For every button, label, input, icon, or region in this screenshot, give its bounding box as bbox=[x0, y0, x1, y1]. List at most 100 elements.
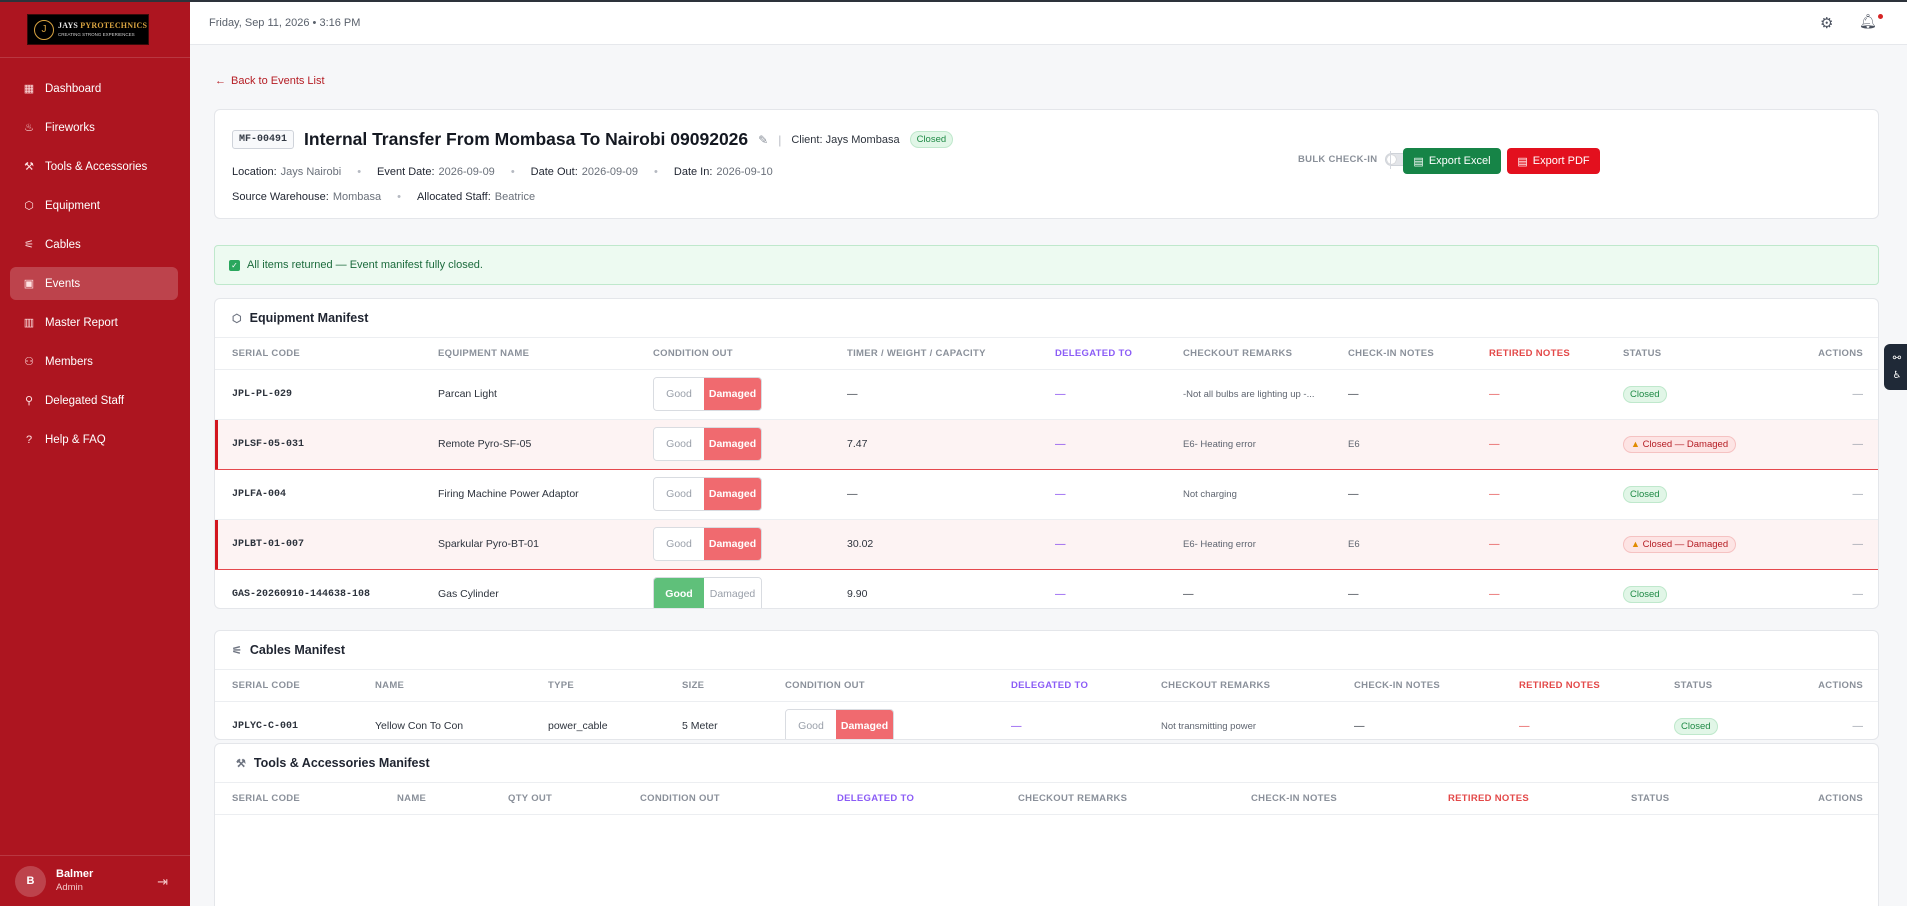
client-label: Client: bbox=[791, 133, 823, 146]
sidebar-item-equipment[interactable]: ⬡ Equipment bbox=[10, 189, 178, 222]
equipment-name: Parcan Light bbox=[421, 369, 636, 420]
top-header: Friday, Sep 11, 2026 • 3:16 PM ⚙ 🔔︎ bbox=[190, 2, 1907, 45]
condition-damaged-option[interactable]: Damaged bbox=[704, 478, 761, 510]
status-text: Closed — Damaged bbox=[1642, 539, 1729, 550]
pencil-icon[interactable]: ✎ bbox=[758, 132, 769, 147]
sidebar: J JAYS PYROTECHNICS CREATING STRONG EXPE… bbox=[0, 0, 190, 906]
date-in-label: Date In: bbox=[673, 166, 713, 178]
col-type: TYPE bbox=[531, 670, 665, 702]
timer-value: — bbox=[830, 469, 1038, 520]
logo-brand-accent: PYROTECHNICS bbox=[80, 20, 148, 30]
condition-damaged-option[interactable]: Damaged bbox=[704, 428, 761, 460]
col-checkin: CHECK-IN NOTES bbox=[1337, 670, 1502, 702]
back-link-label: Back to Events List bbox=[231, 75, 325, 87]
tools-header-row: SERIAL CODE NAME QTY OUT CONDITION OUT D… bbox=[215, 783, 1878, 815]
event-title: Internal Transfer From Mombasa To Nairob… bbox=[304, 129, 749, 149]
checkin-notes: — bbox=[1331, 469, 1472, 520]
back-link[interactable]: ← Back to Events List bbox=[215, 75, 325, 87]
status-badge: Closed bbox=[1623, 486, 1667, 503]
col-status: STATUS bbox=[1606, 338, 1776, 370]
sidebar-item-members[interactable]: ⚇ Members bbox=[10, 345, 178, 378]
export-excel-label: Export Excel bbox=[1428, 155, 1491, 167]
delegated-value: — bbox=[1038, 469, 1166, 520]
sidebar-item-tools[interactable]: ⚒ Tools & Accessories bbox=[10, 150, 178, 183]
gear-icon[interactable]: ⚙ bbox=[1820, 15, 1834, 32]
file-icon: ▤ bbox=[1413, 155, 1424, 168]
export-pdf-button[interactable]: ▤ Export PDF bbox=[1507, 148, 1600, 174]
cables-manifest-title: Cables Manifest bbox=[249, 643, 346, 657]
chart-icon: ▥ bbox=[23, 317, 35, 329]
condition-cell: Good Damaged bbox=[636, 419, 830, 470]
col-retired: RETIRED NOTES bbox=[1431, 783, 1614, 815]
condition-good-option[interactable]: Good bbox=[654, 528, 704, 560]
cable-name: Yellow Con To Con bbox=[358, 701, 531, 739]
condition-cell: Good Damaged bbox=[636, 519, 830, 570]
date-in-value: 2026-09-10 bbox=[716, 166, 773, 178]
sidebar-item-fireworks[interactable]: ♨ Fireworks bbox=[10, 111, 178, 144]
status-text: Closed — Damaged bbox=[1642, 439, 1729, 450]
condition-damaged-option[interactable]: Damaged bbox=[704, 528, 761, 560]
sidebar-item-dashboard[interactable]: ▦ Dashboard bbox=[10, 72, 178, 105]
logout-icon[interactable]: ⇥ bbox=[157, 874, 168, 889]
export-excel-button[interactable]: ▤ Export Excel bbox=[1403, 148, 1501, 174]
accessibility-tab[interactable]: ⚯ ♿︎ bbox=[1884, 344, 1907, 390]
export-pdf-label: Export PDF bbox=[1532, 155, 1590, 167]
sidebar-item-master-report[interactable]: ▥ Master Report bbox=[10, 306, 178, 339]
warning-icon: ▲ bbox=[1631, 539, 1640, 549]
condition-damaged-option[interactable]: Damaged bbox=[704, 378, 761, 410]
sidebar-item-label: Members bbox=[45, 355, 93, 368]
staff-value: Beatrice bbox=[494, 191, 536, 203]
retired-notes: — bbox=[1502, 701, 1657, 739]
retired-notes: — bbox=[1472, 369, 1606, 420]
sidebar-item-delegated-staff[interactable]: ⚲ Delegated Staff bbox=[10, 384, 178, 417]
sidebar-divider bbox=[0, 57, 190, 58]
condition-good-option[interactable]: Good bbox=[654, 378, 704, 410]
checkin-notes: E6 bbox=[1331, 519, 1472, 570]
sidebar-item-events[interactable]: ▣ Events bbox=[10, 267, 178, 300]
condition-damaged-option[interactable]: Damaged bbox=[836, 710, 893, 739]
col-remarks: CHECKOUT REMARKS bbox=[1166, 338, 1331, 370]
col-status: STATUS bbox=[1614, 783, 1797, 815]
event-date-label: Event Date: bbox=[377, 166, 435, 178]
col-delegated: DELEGATED TO bbox=[1038, 338, 1166, 370]
col-name: NAME bbox=[380, 783, 491, 815]
condition-good-option[interactable]: Good bbox=[654, 578, 704, 608]
alert-text: All items returned — Event manifest full… bbox=[247, 259, 483, 271]
window-top-border bbox=[0, 0, 1907, 2]
brand-logo[interactable]: J JAYS PYROTECHNICS CREATING STRONG EXPE… bbox=[27, 14, 149, 45]
avatar[interactable]: B bbox=[15, 865, 46, 897]
condition-good-option[interactable]: Good bbox=[654, 478, 704, 510]
calendar-icon: ▣ bbox=[23, 278, 35, 290]
condition-cell: Good Damaged bbox=[636, 369, 830, 420]
condition-damaged-option[interactable]: Damaged bbox=[704, 578, 761, 608]
wrench-icon: ⚒ bbox=[236, 757, 246, 770]
box-icon: ⬡ bbox=[232, 312, 242, 325]
sidebar-item-label: Fireworks bbox=[45, 121, 95, 134]
event-meta-row-2: Source Warehouse: Mombasa • Allocated Sta… bbox=[232, 191, 536, 203]
staff-label: Allocated Staff: bbox=[416, 191, 491, 203]
bell-icon[interactable]: 🔔︎ bbox=[1859, 13, 1877, 29]
col-serial: SERIAL CODE bbox=[215, 338, 421, 370]
sidebar-item-help[interactable]: ? Help & FAQ bbox=[10, 423, 178, 456]
status-cell: Closed bbox=[1606, 569, 1776, 608]
grid-icon: ▦ bbox=[23, 83, 35, 95]
settings-sliders-icon: ⚯ bbox=[1892, 353, 1902, 364]
sidebar-nav: ▦ Dashboard ♨ Fireworks ⚒ Tools & Accessori… bbox=[10, 72, 178, 462]
check-icon: ✓ bbox=[229, 259, 240, 271]
condition-good-option[interactable]: Good bbox=[786, 710, 836, 739]
col-equipment-name: EQUIPMENT NAME bbox=[421, 338, 636, 370]
actions-cell: — bbox=[1776, 369, 1878, 420]
timer-value: 7.47 bbox=[830, 419, 1038, 470]
delegated-value: — bbox=[1038, 419, 1166, 470]
col-delegated: DELEGATED TO bbox=[820, 783, 1001, 815]
cable-icon: ⚟ bbox=[24, 239, 34, 251]
user-name: Balmer bbox=[56, 868, 94, 880]
condition-toggle: Good Damaged bbox=[653, 377, 762, 411]
table-row: JPLBT-01-007 Sparkular Pyro-BT-01 Good Da… bbox=[215, 519, 1878, 570]
source-value: Mombasa bbox=[332, 191, 382, 203]
sidebar-item-cables[interactable]: ⚟ Cables bbox=[10, 228, 178, 261]
condition-toggle: Good Damaged bbox=[653, 527, 762, 561]
condition-good-option[interactable]: Good bbox=[654, 428, 704, 460]
status-badge: Closed bbox=[1623, 586, 1667, 603]
cables-header-row: SERIAL CODE NAME TYPE SIZE CONDITION OUT… bbox=[215, 670, 1878, 702]
